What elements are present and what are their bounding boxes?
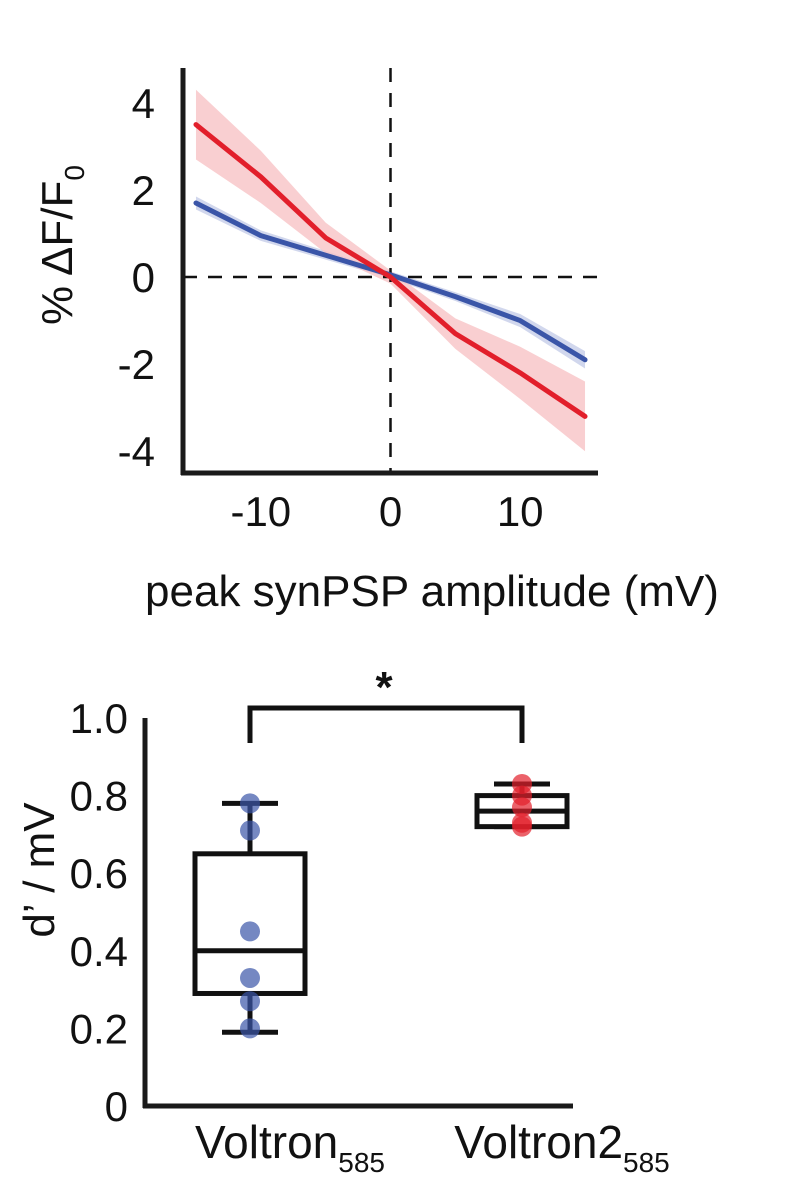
voltron-data-point [240,793,260,814]
voltron-data-point [240,991,260,1012]
y-tick-label: 0 [132,254,155,301]
x-tick-label: 10 [497,488,544,535]
group-label-voltron2-main: Voltron2 [454,1116,623,1168]
significance-bracket-line [247,705,525,743]
y-tick-label: 2 [132,167,155,214]
x-tick-label: -10 [230,488,291,535]
box-group-voltron2 [474,773,570,837]
voltron-data-point [240,967,260,988]
group-label-voltron2-subscript: 585 [623,1147,670,1178]
voltron-data-point [240,921,260,942]
voltron2-data-point [512,797,532,818]
x-tick-label: 0 [379,488,402,535]
voltron2-series-line [193,122,588,419]
group-label-voltron-main: Voltron [195,1116,338,1168]
box-plot-axes [142,718,573,1109]
significance-marker: * [375,663,393,712]
line-chart-axes [180,68,598,476]
voltron-data-point [240,1018,260,1039]
y-tick-label: 1.0 [70,695,128,742]
group-label-voltron-subscript: 585 [338,1147,385,1178]
y-tick-label: 0.6 [70,850,128,897]
y-tick-label: 0 [105,1083,128,1130]
series-lines [193,122,588,419]
y-tick-label: 4 [132,80,155,127]
line-chart-y-axis-label: % ΔF/F0 [33,165,90,325]
voltron2-data-point [512,816,532,837]
y-tick-label: -2 [118,341,155,388]
voltron-data-point [240,820,260,841]
significance-bracket: * [247,663,525,743]
group-label-voltron: Voltron585 [195,1116,385,1178]
box-plot-y-axis-label: d’ / mV [15,802,64,938]
line-chart-x-axis-label: peak synPSP amplitude (mV) [145,567,719,616]
y-tick-label: -4 [118,428,155,475]
y-axis-label-subscript: 0 [59,165,90,181]
group-label-voltron2: Voltron2585 [454,1116,670,1178]
reference-lines [183,68,598,473]
line-chart: 420-2-4-10 0 10 % ΔF/F0 peak synPSP amplit… [33,68,719,616]
box-group-voltron [192,793,308,1039]
y-axis-label-main: % ΔF/F [33,181,82,325]
y-tick-label: 0.2 [70,1005,128,1052]
y-tick-label: 0.4 [70,928,128,975]
box-plot-groups [192,773,570,1039]
box-plot: 1.00.80.60.40.20 * d’ / mV Voltron585 Vo… [15,663,670,1178]
box-plot-tick-labels: 1.0 0.8 0.6 0.4 0.2 0 [70,695,128,1130]
line-chart-tick-labels: 4 2 0 -2 -4 -10 0 10 [118,80,544,535]
y-tick-label: 0.8 [70,773,128,820]
